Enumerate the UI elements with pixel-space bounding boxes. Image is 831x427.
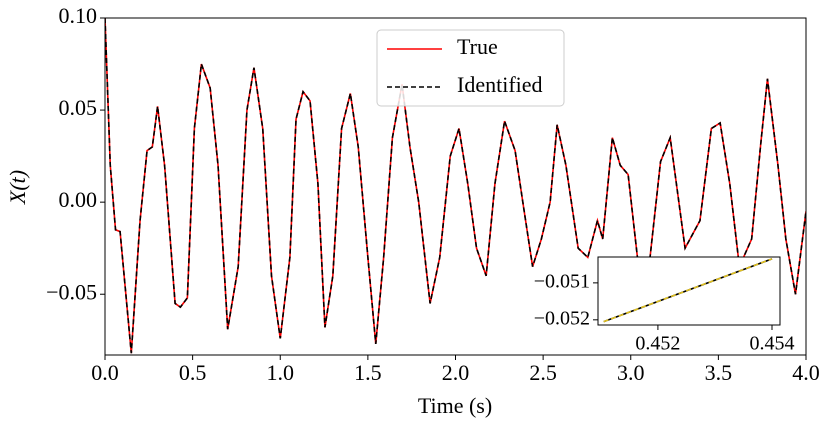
- x-tick-label: 0.5: [179, 360, 207, 385]
- main-plot: 0.0 0.5 1.0 1.5 2.0 2.5 3.0 3.5 4.0 −0.05 0.00 0.05…: [46, 3, 820, 385]
- x-tick-label: 1.0: [267, 360, 295, 385]
- y-tick-label: 0.10: [59, 3, 98, 28]
- x-tick-label: 1.5: [354, 360, 382, 385]
- x-tick-label: 0.454: [750, 333, 795, 355]
- x-axis-label: Time (s): [418, 393, 492, 418]
- y-tick-label: −0.051: [534, 270, 590, 292]
- y-tick-label: −0.05: [46, 279, 97, 304]
- x-tick-label: 3.5: [705, 360, 733, 385]
- legend-label: True: [457, 34, 498, 59]
- plot-frame: [597, 256, 781, 326]
- y-tick-label: 0.05: [59, 95, 98, 120]
- x-tick-label: 2.0: [442, 360, 470, 385]
- y-tick-label: 0.00: [59, 187, 98, 212]
- legend-label: Identified: [457, 72, 543, 97]
- x-tick-label: 4.0: [792, 360, 820, 385]
- x-tick-label: 2.5: [529, 360, 557, 385]
- y-tick-label: −0.052: [534, 307, 590, 329]
- inset: 0.452 0.454 −0.052 −0.051: [534, 256, 795, 355]
- x-tick-label: 3.0: [617, 360, 645, 385]
- plot-area: [598, 257, 780, 325]
- x-tick-label: 0.452: [635, 333, 680, 355]
- x-tick-label: 0.0: [91, 360, 119, 385]
- y-axis-label: X(t): [5, 170, 30, 205]
- data-line: [105, 18, 806, 354]
- data-line: [603, 258, 773, 323]
